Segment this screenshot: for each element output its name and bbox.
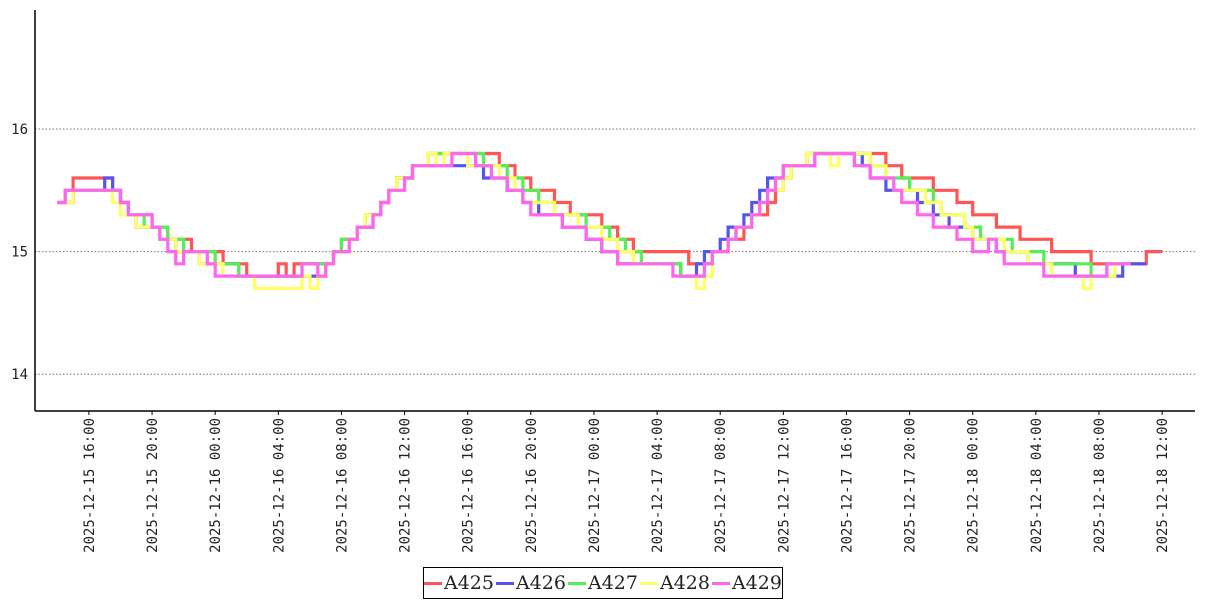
legend-item-a427: A427 [568,572,638,594]
legend-swatch-a429 [712,581,730,585]
y-axis-ticks: 14 15 16 [11,122,28,383]
x-tick-label-13: 2025-12-17 20:00 [903,418,919,553]
legend-swatch-a426 [496,581,514,585]
legend-label-a425: A425 [444,572,494,594]
x-tick-label-12: 2025-12-17 16:00 [839,418,855,553]
legend-swatch-a427 [568,581,586,585]
series-line-a428 [57,151,1131,290]
legend-swatch-a428 [640,581,658,585]
y-tick-label-14: 14 [11,367,28,383]
x-tick-label-9: 2025-12-17 04:00 [650,418,666,553]
legend-swatch-a425 [424,581,442,585]
series-line-a429 [57,151,1131,278]
legend: A425 A426 A427 A428 A429 [423,567,783,599]
y-tick-label-16: 16 [11,122,28,138]
legend-label-a427: A427 [588,572,638,594]
legend-item-a426: A426 [496,572,566,594]
legend-item-a425: A425 [424,572,494,594]
legend-label-a428: A428 [660,572,710,594]
x-tick-label-14: 2025-12-18 00:00 [966,418,982,553]
x-tick-label-1: 2025-12-15 20:00 [145,418,161,553]
x-tick-label-7: 2025-12-16 20:00 [524,418,540,553]
y-tick-label-15: 15 [11,245,28,261]
x-tick-label-4: 2025-12-16 08:00 [334,418,350,553]
x-tick-label-15: 2025-12-18 04:00 [1029,418,1045,553]
x-tick-label-6: 2025-12-16 16:00 [461,418,477,553]
x-tick-label-11: 2025-12-17 12:00 [776,418,792,553]
x-tick-label-10: 2025-12-17 08:00 [713,418,729,553]
x-tick-label-5: 2025-12-16 12:00 [398,418,414,553]
x-tick-label-3: 2025-12-16 04:00 [271,418,287,553]
x-tick-label-17: 2025-12-18 12:00 [1155,418,1171,553]
legend-item-a428: A428 [640,572,710,594]
x-tick-label-16: 2025-12-18 08:00 [1092,418,1108,553]
x-tick-label-0: 2025-12-15 16:00 [82,418,98,553]
series-line-a425 [57,151,1163,278]
legend-label-a429: A429 [732,572,782,594]
x-tick-label-2: 2025-12-16 00:00 [208,418,224,553]
x-tick-label-8: 2025-12-17 00:00 [587,418,603,553]
legend-item-a429: A429 [712,572,782,594]
legend-label-a426: A426 [516,572,566,594]
x-axis-ticks: 2025-12-15 16:00 2025-12-15 20:00 2025-12-… [82,411,1171,553]
series-lines [57,151,1163,290]
